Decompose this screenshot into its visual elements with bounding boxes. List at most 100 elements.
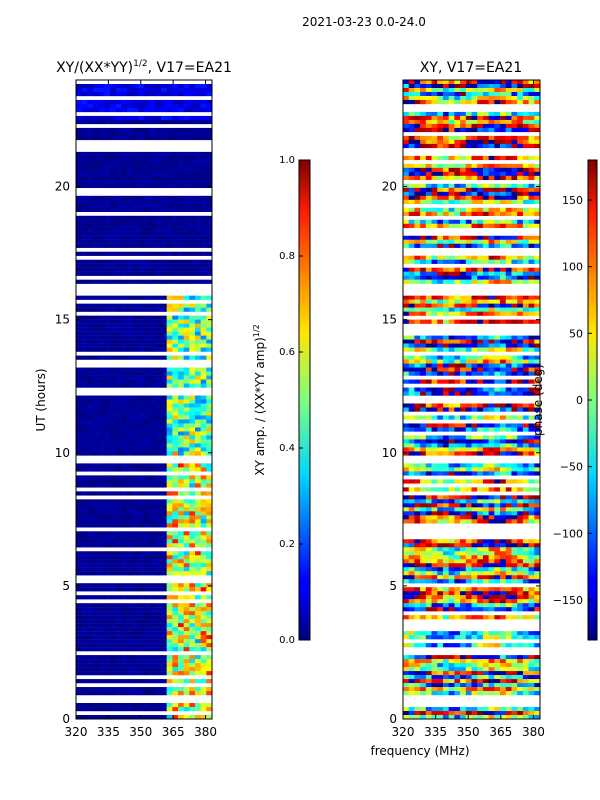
heatmap-cell bbox=[93, 611, 100, 616]
heatmap-cell bbox=[437, 311, 444, 316]
heatmap-cell bbox=[87, 655, 94, 660]
heatmap-cell bbox=[431, 463, 438, 468]
heatmap-cell bbox=[500, 371, 507, 376]
heatmap-cell bbox=[431, 80, 438, 85]
heatmap-cell bbox=[98, 163, 105, 169]
heatmap-cell bbox=[104, 159, 111, 165]
heatmap-cell bbox=[189, 551, 196, 556]
heatmap-cell bbox=[437, 427, 444, 432]
heatmap-cell bbox=[115, 103, 122, 109]
heatmap-cell bbox=[471, 271, 478, 276]
heatmap-cell bbox=[76, 331, 83, 336]
heatmap-cell bbox=[206, 151, 212, 157]
heatmap-cell bbox=[110, 231, 117, 236]
heatmap-cell bbox=[471, 183, 478, 189]
heatmap-cell bbox=[166, 643, 173, 648]
heatmap-cell bbox=[183, 419, 190, 424]
heatmap-cell bbox=[149, 659, 156, 664]
heatmap-cell bbox=[200, 555, 207, 560]
heatmap-cell bbox=[149, 231, 156, 236]
heatmap-cell bbox=[460, 551, 467, 556]
heatmap-cell bbox=[81, 203, 88, 208]
heatmap-cell bbox=[161, 659, 168, 664]
heatmap-cell bbox=[121, 443, 128, 448]
heatmap-cell bbox=[110, 611, 117, 616]
heatmap-cell bbox=[442, 339, 450, 344]
heatmap-cell bbox=[183, 523, 190, 528]
heatmap-cell bbox=[93, 107, 100, 113]
heatmap-cell bbox=[403, 371, 410, 376]
heatmap-cell bbox=[460, 443, 467, 448]
heatmap-cell bbox=[471, 275, 478, 280]
heatmap-cell bbox=[81, 587, 88, 592]
heatmap-cell bbox=[161, 439, 168, 444]
heatmap-cell bbox=[408, 515, 415, 520]
heatmap-cell bbox=[505, 211, 512, 216]
heatmap-cell bbox=[200, 399, 207, 404]
heatmap-cell bbox=[442, 207, 450, 212]
heatmap-cell bbox=[166, 103, 173, 109]
heatmap-cell bbox=[110, 91, 117, 97]
heatmap-cell bbox=[200, 427, 207, 432]
heatmap-cell bbox=[166, 167, 173, 173]
heatmap-cell bbox=[437, 435, 444, 440]
heatmap-cell bbox=[482, 487, 490, 492]
heatmap-cell bbox=[183, 539, 190, 544]
heatmap-cell bbox=[403, 235, 410, 240]
heatmap-cell bbox=[517, 339, 524, 344]
heatmap-cell bbox=[425, 427, 432, 432]
heatmap-cell bbox=[403, 507, 410, 512]
heatmap-cell bbox=[414, 559, 421, 564]
heatmap-cell bbox=[93, 447, 100, 452]
heatmap-cell bbox=[81, 295, 88, 300]
heatmap-cell bbox=[132, 395, 139, 400]
heatmap-cell bbox=[115, 551, 122, 556]
heatmap-cell bbox=[172, 571, 179, 576]
heatmap-cell bbox=[172, 559, 179, 564]
heatmap-cell bbox=[477, 171, 484, 177]
heatmap-cell bbox=[200, 203, 207, 208]
heatmap-cell bbox=[87, 167, 94, 173]
heatmap-cell bbox=[98, 135, 105, 141]
heatmap-cell bbox=[477, 559, 484, 564]
heatmap-cell bbox=[178, 607, 185, 612]
heatmap-cell bbox=[511, 335, 518, 340]
heatmap-cell bbox=[172, 295, 179, 300]
heatmap-cell bbox=[414, 519, 421, 524]
heatmap-cell bbox=[155, 207, 162, 212]
heatmap-cell bbox=[110, 235, 117, 240]
heatmap-cell bbox=[127, 559, 134, 564]
heatmap-cell bbox=[155, 183, 162, 189]
heatmap-cell bbox=[155, 219, 162, 224]
heatmap-cell bbox=[98, 183, 105, 189]
heatmap-cell bbox=[81, 303, 88, 308]
heatmap-cell bbox=[155, 535, 162, 540]
heatmap-cell bbox=[87, 179, 94, 185]
heatmap-cell bbox=[121, 435, 128, 440]
heatmap-cell bbox=[161, 703, 168, 708]
heatmap-cell bbox=[183, 87, 190, 93]
heatmap-cell bbox=[132, 663, 139, 668]
heatmap-cell bbox=[471, 119, 478, 125]
heatmap-cell bbox=[534, 267, 540, 272]
heatmap-cell bbox=[183, 203, 190, 208]
heatmap-cell bbox=[482, 363, 490, 368]
heatmap-cell bbox=[517, 115, 524, 121]
heatmap-cell bbox=[127, 671, 134, 676]
heatmap-cell bbox=[81, 371, 88, 376]
heatmap-cell bbox=[172, 499, 179, 504]
heatmap-cell bbox=[104, 323, 111, 328]
heatmap-cell bbox=[477, 391, 484, 396]
heatmap-cell bbox=[76, 631, 83, 636]
heatmap-cell bbox=[87, 499, 94, 504]
heatmap-cell bbox=[482, 199, 490, 204]
heatmap-cell bbox=[522, 403, 529, 408]
heatmap-cell bbox=[93, 83, 100, 89]
heatmap-cell bbox=[437, 559, 444, 564]
heatmap-cell bbox=[121, 223, 128, 228]
heatmap-cell bbox=[414, 255, 421, 260]
heatmap-cell bbox=[166, 551, 173, 556]
heatmap-cell bbox=[121, 715, 128, 719]
heatmap-cell bbox=[144, 263, 151, 268]
